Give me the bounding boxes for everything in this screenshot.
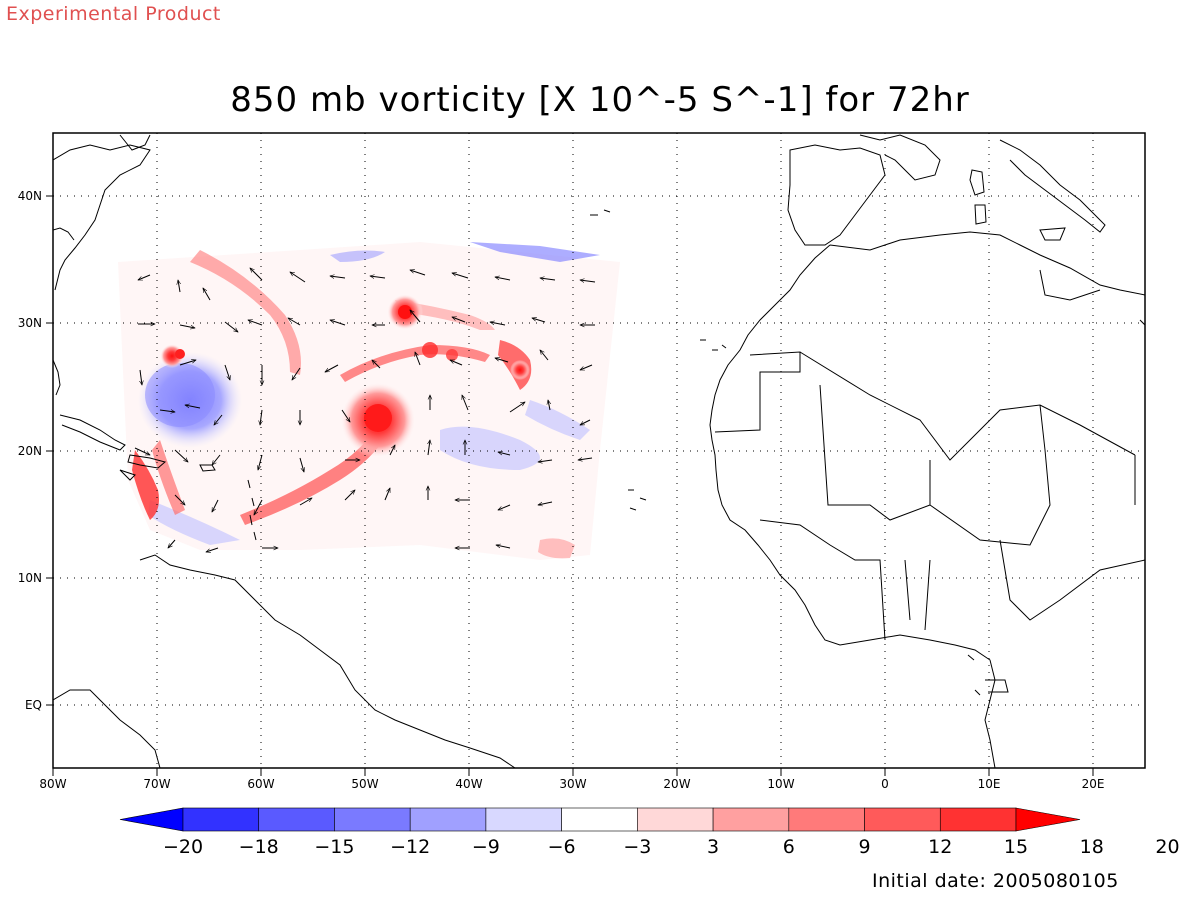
colorbar-swatch xyxy=(409,807,487,832)
colorbar-label: −15 xyxy=(314,836,354,858)
colorbar-swatch xyxy=(485,807,562,832)
colorbar-swatch xyxy=(939,807,1017,832)
colorbar-label: 12 xyxy=(928,836,952,858)
y-tick-label: 40N xyxy=(18,189,42,203)
x-tick-label: 20W xyxy=(663,777,690,791)
chart-title: 850 mb vorticity [X 10^-5 S^-1] for 72hr xyxy=(230,80,970,120)
x-tick-label: 80W xyxy=(39,777,66,791)
x-tick-label: 60W xyxy=(247,777,274,791)
y-tick-label: 10N xyxy=(18,571,42,585)
colorbar-swatch xyxy=(637,807,714,832)
y-tick-label: EQ xyxy=(25,698,42,712)
x-tick-label: 50W xyxy=(351,777,378,791)
colorbar-label: −3 xyxy=(623,836,651,858)
x-axis-labels: 80W 70W 60W 50W 40W 30W 20W 10W 0 10E 20… xyxy=(39,777,1104,791)
colorbar-swatch xyxy=(712,807,790,832)
initial-date: Initial date: 2005080105 xyxy=(872,870,1119,892)
coast-africa xyxy=(709,231,1145,768)
colorbar-swatch xyxy=(561,807,638,832)
colorbar-label: 3 xyxy=(707,836,719,858)
colorbar-label: −12 xyxy=(390,836,430,858)
x-tick-label: 0 xyxy=(881,777,889,791)
colorbar-label: −6 xyxy=(548,836,576,858)
colorbar-label: 20 xyxy=(1155,836,1179,858)
colorbar-label: 9 xyxy=(858,836,870,858)
coast-caribbean xyxy=(59,414,126,451)
colorbar-swatch xyxy=(258,807,335,832)
colorbar-label: −18 xyxy=(239,836,279,858)
x-tick-label: 10W xyxy=(767,777,794,791)
x-tick-label: 70W xyxy=(143,777,170,791)
y-tick-label: 20N xyxy=(18,444,42,458)
colorbar xyxy=(119,807,1081,832)
coast-italy xyxy=(999,139,1106,233)
colorbar-swatch xyxy=(182,807,260,832)
coast-iberia xyxy=(787,144,886,246)
colorbar-label: −20 xyxy=(163,836,203,858)
y-tick-label: 30N xyxy=(18,316,42,330)
x-tick-label: 30W xyxy=(559,777,586,791)
country-borders xyxy=(714,269,1145,693)
colorbar-min-extension xyxy=(119,807,184,832)
colorbar-label: 15 xyxy=(1004,836,1028,858)
y-axis-labels: EQ 10N 20N 30N 40N xyxy=(18,189,42,712)
colorbar-swatch xyxy=(788,807,865,832)
map-grid xyxy=(53,133,1145,768)
coast-south-america xyxy=(139,554,516,768)
colorbar-swatch xyxy=(334,807,411,832)
colorbar-label: −9 xyxy=(472,836,500,858)
colorbar-labels: −20 −18 −15 −12 −9 −6 −3 3 6 9 12 15 18 20 xyxy=(163,836,1180,858)
x-tick-label: 10E xyxy=(978,777,1001,791)
wind-vectors xyxy=(134,268,596,552)
colorbar-label: 18 xyxy=(1080,836,1104,858)
x-tick-label: 20E xyxy=(1082,777,1105,791)
coast-north-america xyxy=(53,144,151,291)
coastlines xyxy=(53,134,1145,768)
x-tick-label: 40W xyxy=(455,777,482,791)
colorbar-swatch xyxy=(864,807,941,832)
colorbar-max-extension xyxy=(1015,807,1081,832)
colorbar-label: 6 xyxy=(783,836,795,858)
axis-ticks xyxy=(46,195,1094,776)
vorticity-field xyxy=(118,242,620,560)
experimental-product-label: Experimental Product xyxy=(6,3,221,25)
